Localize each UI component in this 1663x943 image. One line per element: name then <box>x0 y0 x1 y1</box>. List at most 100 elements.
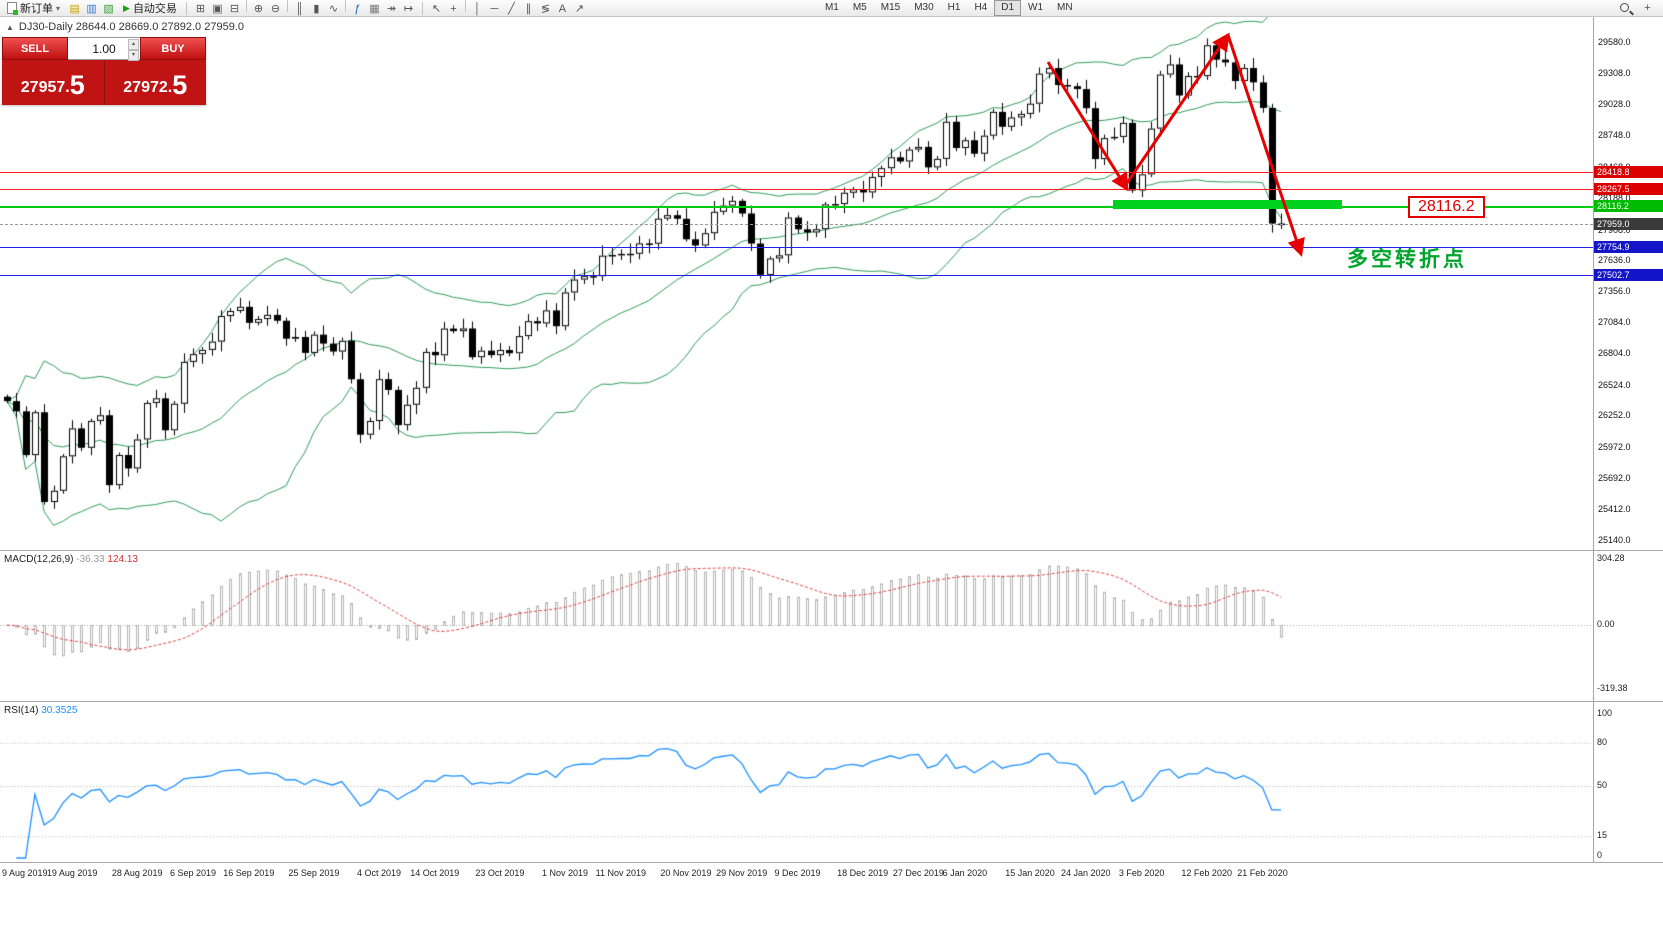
turning-point-label[interactable]: 多空转折点 <box>1347 248 1467 271</box>
date-label: 28 Aug 2019 <box>111 868 163 878</box>
add-indicator-icon[interactable]: + <box>1644 2 1651 14</box>
date-label: 21 Feb 2020 <box>1237 868 1288 878</box>
price-axis-label: 25972.0 <box>1598 441 1631 452</box>
price-axis-label: 25692.0 <box>1598 473 1631 484</box>
price-axis-label: 26252.0 <box>1598 410 1631 421</box>
one-click-trade-panel: SELL 1.00 ▴ ▾ BUY 27957. 5 27972. 5 <box>2 37 206 105</box>
resistance-tag-1: 28418.8 <box>1594 166 1663 179</box>
price-annotation[interactable]: 28116.2 <box>1408 196 1485 218</box>
new-order-button[interactable]: 新订单 ▾ <box>3 1 64 16</box>
support-line-blue-2[interactable] <box>0 275 1593 276</box>
support-line-green[interactable] <box>0 206 1593 208</box>
date-label: 16 Sep 2019 <box>223 868 275 878</box>
trendline-icon[interactable]: ╱ <box>508 3 515 16</box>
cascade-windows-icon[interactable]: ▣ <box>212 3 223 16</box>
top-toolbar: 新订单 ▾ ▤ ▥ ▧ ▶ 自动交易 ⊞ ▣ ⊟ ⊕ ⊖ ║ ▮ ∿ ƒ ▦ ↠ ↦ ↖ + │ ─ ╱ ∥ ≶ A ↗ … <box>0 0 1663 17</box>
support-line-blue-1[interactable] <box>0 247 1593 248</box>
line-chart-icon[interactable]: ∿ <box>328 3 339 16</box>
market-watch-icon[interactable]: ▤ <box>69 2 80 15</box>
rsi-value: 30.3525 <box>41 705 78 716</box>
new-order-icon <box>7 2 18 15</box>
price-axis-label: 25140.0 <box>1598 535 1631 545</box>
grid-icon[interactable]: ▦ <box>369 3 380 16</box>
timeframe-m5[interactable]: M5 <box>852 2 867 13</box>
chart-shift-icon[interactable]: ↦ <box>403 3 414 16</box>
toolbar-separator <box>185 1 187 15</box>
spinner-down-icon[interactable]: ▾ <box>128 50 139 61</box>
date-label: 4 Oct 2019 <box>356 868 402 878</box>
price-axis-line <box>1593 17 1594 862</box>
macd-canvas[interactable] <box>0 551 1593 701</box>
price-axis-label: 27084.0 <box>1598 316 1631 327</box>
navigator-icon[interactable]: ▥ <box>86 2 97 15</box>
symbol-ohlc-text: DJ30-Daily 28644.0 28669.0 27892.0 27959… <box>18 21 244 33</box>
terminal-icon[interactable]: ▧ <box>103 2 114 15</box>
timeframe-m1[interactable]: M1 <box>824 2 839 13</box>
auto-trading-button[interactable]: ▶ 自动交易 <box>119 1 181 16</box>
sell-price-display[interactable]: 27957. 5 <box>2 60 105 105</box>
timeframe-m15[interactable]: M15 <box>880 2 901 13</box>
main-chart-canvas[interactable] <box>0 17 1593 550</box>
channel-icon[interactable]: ∥ <box>525 3 532 16</box>
auto-scroll-icon[interactable]: ↠ <box>386 3 397 16</box>
symbol-triangle-icon: ▲ <box>6 22 14 32</box>
bar-chart-icon[interactable]: ║ <box>295 3 304 16</box>
volume-spinner[interactable]: ▴ ▾ <box>128 39 139 61</box>
toolbar-right-icons: + <box>1618 1 1660 16</box>
buy-price-big: 5 <box>172 70 188 100</box>
toolbar-window-chart-icons: ⊞ ▣ ⊟ ⊕ ⊖ ║ ▮ ∿ ƒ ▦ ↠ ↦ <box>192 0 417 17</box>
zoom-in-icon[interactable]: ⊕ <box>253 3 264 16</box>
timeframe-h1[interactable]: H1 <box>947 2 961 13</box>
crosshair-icon[interactable]: + <box>450 3 457 16</box>
date-label: 6 Jan 2020 <box>942 868 988 878</box>
timeframe-mn[interactable]: MN <box>1057 2 1073 13</box>
cursor-icon[interactable]: ↖ <box>431 3 442 16</box>
play-icon: ▶ <box>123 2 130 13</box>
search-icon[interactable] <box>1618 1 1635 16</box>
date-label: 27 Dec 2019 <box>892 868 944 878</box>
volume-input[interactable]: 1.00 ▴ ▾ <box>68 37 140 61</box>
timeframe-w1[interactable]: W1 <box>1028 2 1044 13</box>
price-axis-label: 27356.0 <box>1598 286 1631 297</box>
toolbar-left-icons: ▤ ▥ ▧ <box>66 1 117 16</box>
arrow-tool-icon[interactable]: ↗ <box>574 3 585 16</box>
symbol-header: ▲ DJ30-Daily 28644.0 28669.0 27892.0 279… <box>6 21 244 33</box>
timeframe-h4[interactable]: H4 <box>974 2 988 13</box>
fibonacci-icon[interactable]: ≶ <box>540 3 551 16</box>
buy-price-display[interactable]: 27972. 5 <box>105 60 207 105</box>
arrange-windows-icon[interactable]: ⊟ <box>229 3 240 16</box>
support-zone[interactable] <box>1113 200 1342 209</box>
date-label: 9 Dec 2019 <box>774 868 821 878</box>
candlestick-chart-icon[interactable]: ▮ <box>313 3 320 16</box>
resistance-line-1[interactable] <box>0 172 1593 173</box>
rsi-canvas[interactable] <box>0 702 1593 862</box>
date-label: 12 Feb 2020 <box>1181 868 1232 878</box>
resistance-line-2[interactable] <box>0 189 1593 190</box>
bid-price-line[interactable] <box>0 224 1593 225</box>
toolbar-separator <box>245 0 247 13</box>
spinner-up-icon[interactable]: ▴ <box>128 39 139 50</box>
price-axis-label: 29028.0 <box>1598 98 1631 109</box>
macd-axis-label: 0.00 <box>1597 619 1615 629</box>
timeframe-m30[interactable]: M30 <box>914 2 934 13</box>
price-axis-label: 29580.0 <box>1598 37 1631 47</box>
buy-button[interactable]: BUY <box>140 37 206 60</box>
date-label: 14 Oct 2019 <box>410 868 460 878</box>
tile-windows-icon[interactable]: ⊞ <box>195 3 206 16</box>
timeframe-d1[interactable]: D1 <box>994 0 1022 16</box>
vertical-line-icon[interactable]: │ <box>474 3 481 16</box>
panel-separator[interactable] <box>0 550 1663 551</box>
indicators-icon[interactable]: ƒ <box>354 3 361 16</box>
toolbar-separator <box>286 0 288 13</box>
text-icon[interactable]: A <box>558 3 567 16</box>
horizontal-line-icon[interactable]: ─ <box>490 3 499 16</box>
toolbar-separator <box>344 0 346 13</box>
zoom-out-icon[interactable]: ⊖ <box>270 3 281 16</box>
sell-button[interactable]: SELL <box>2 37 68 60</box>
date-label: 29 Nov 2019 <box>716 868 768 878</box>
panel-separator[interactable] <box>0 701 1663 702</box>
toolbar-drawing-tools: ↖ + │ ─ ╱ ∥ ≶ A ↗ <box>428 0 588 17</box>
date-label: 11 Nov 2019 <box>595 868 646 878</box>
